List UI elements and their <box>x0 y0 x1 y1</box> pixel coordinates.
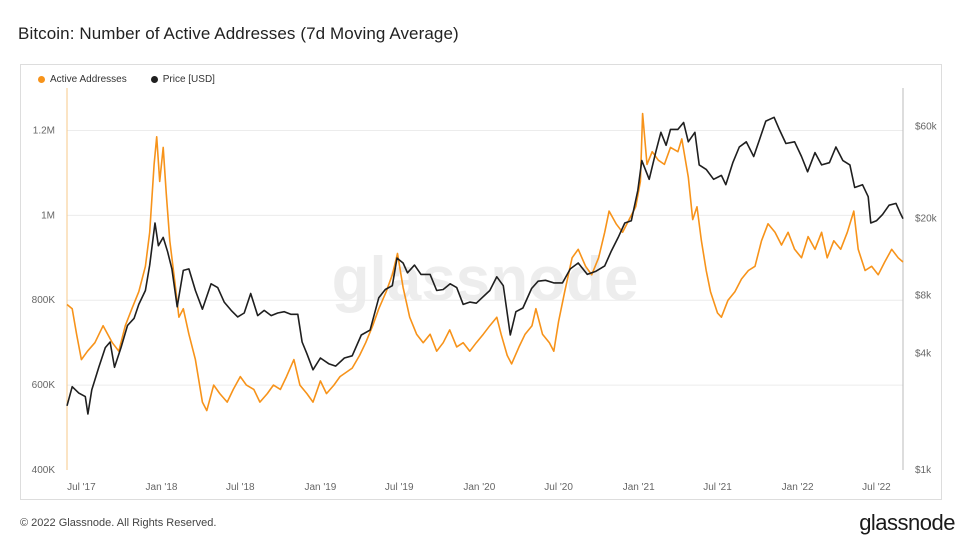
y-left-tick-label: 1.2M <box>33 125 55 136</box>
y-left-tick-label: 1M <box>41 210 55 221</box>
y-left-tick-label: 400K <box>32 465 56 476</box>
x-tick-label: Jan '20 <box>463 482 495 493</box>
copyright-text: © 2022 Glassnode. All Rights Reserved. <box>20 517 217 529</box>
x-tick-label: Jan '19 <box>304 482 336 493</box>
y-right-tick-label: $60k <box>915 122 938 133</box>
legend-item-active-addresses[interactable]: Active Addresses <box>38 74 127 85</box>
y-left-tick-label: 800K <box>32 295 56 306</box>
x-tick-label: Jul '20 <box>544 482 573 493</box>
x-tick-label: Jul '17 <box>67 482 96 493</box>
legend-swatch-active-addresses <box>38 76 45 83</box>
x-tick-label: Jan '21 <box>623 482 655 493</box>
y-right-tick-label: $8k <box>915 291 932 302</box>
y-right-tick-label: $4k <box>915 349 932 360</box>
watermark-text: glassnode <box>332 245 639 314</box>
chart-title: Bitcoin: Number of Active Addresses (7d … <box>18 24 459 43</box>
legend-swatch-price <box>150 76 158 83</box>
series-line-price <box>66 116 904 415</box>
y-left-tick-label: 600K <box>32 380 56 391</box>
x-tick-label: Jul '19 <box>385 482 414 493</box>
legend-label-active-addresses: Active Addresses <box>50 74 127 85</box>
x-tick-label: Jan '18 <box>146 482 178 493</box>
chart-legend: Active Addresses Price [USD] <box>38 74 215 85</box>
x-tick-label: Jul '18 <box>226 482 255 493</box>
legend-item-price[interactable]: Price [USD] <box>150 74 215 85</box>
y-right-tick-label: $1k <box>915 465 932 476</box>
x-tick-label: Jan '22 <box>782 482 814 493</box>
y-right-tick-label: $20k <box>915 214 938 225</box>
x-tick-label: Jul '22 <box>862 482 891 493</box>
x-tick-label: Jul '21 <box>703 482 732 493</box>
glassnode-logo: glassnode <box>859 510 955 535</box>
series-line-active-addresses <box>66 112 904 412</box>
legend-label-price: Price [USD] <box>162 74 215 85</box>
